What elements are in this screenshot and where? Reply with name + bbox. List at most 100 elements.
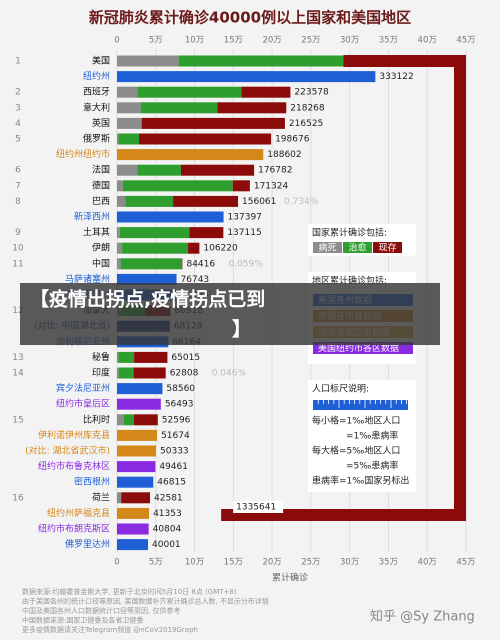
rank-label: 5 <box>15 135 21 145</box>
region-bar <box>117 383 163 395</box>
row-label: 纽约州萨福克县 <box>47 507 110 519</box>
bar-segment <box>117 195 126 207</box>
row-label: 纽约州 <box>83 70 110 82</box>
chart-title: 新冠肺炎累计确诊40000例以上国家和美国地区 <box>89 9 411 27</box>
legend-label: 患病率=1‰国家另标出 <box>312 475 409 487</box>
rank-label: 13 <box>12 353 23 363</box>
overlay-band <box>20 283 440 345</box>
bar-segment <box>117 227 120 239</box>
bar-segment <box>121 492 151 504</box>
bar-segment <box>189 227 224 239</box>
row-label: 印度 <box>92 367 110 379</box>
total-label: 56493 <box>165 400 194 410</box>
bar-segment <box>117 414 124 426</box>
total-label: 40001 <box>152 540 181 550</box>
legend-swatch <box>373 242 402 253</box>
region-bar <box>117 523 149 535</box>
bar-segment <box>140 102 218 114</box>
legend-label: 现存 <box>378 242 396 254</box>
x-axis-title: 累计确诊 <box>272 572 308 584</box>
row-label: 马萨诸塞州 <box>65 273 110 285</box>
x-tick-label: 15万 <box>224 558 243 568</box>
bar-segment <box>118 133 140 145</box>
row-label: 俄罗斯 <box>83 133 110 145</box>
row-label: 英国 <box>92 117 110 129</box>
row-label: 宾夕法尼亚州 <box>56 382 110 394</box>
total-label: 65015 <box>171 353 200 363</box>
x-tick-label: 40万 <box>418 36 437 46</box>
bar-segment <box>117 133 119 145</box>
rank-label: 10 <box>12 244 24 254</box>
bar-segment <box>117 86 138 98</box>
region-bar <box>117 429 158 441</box>
bar-segment <box>141 117 285 129</box>
x-tick-label: 45万 <box>456 558 475 568</box>
row-label: 土耳其 <box>83 226 110 238</box>
row-label: 纽约州纽约市 <box>56 148 110 160</box>
total-label: 62808 <box>170 369 199 379</box>
x-tick-label: 30万 <box>340 558 359 568</box>
total-label: 171324 <box>254 181 289 191</box>
bar-segment <box>137 164 181 176</box>
row-label: 西班牙 <box>83 86 110 98</box>
total-label: 188602 <box>267 150 301 160</box>
x-tick-label: 35万 <box>379 36 398 46</box>
x-tick-label: 10万 <box>185 558 204 568</box>
rank-label: 16 <box>12 493 24 503</box>
rate-label: 0.059% <box>228 259 263 269</box>
total-label: 40804 <box>153 525 182 535</box>
x-tick-label: 5万 <box>149 558 163 568</box>
bar-segment <box>125 195 174 207</box>
rank-label: 1 <box>15 57 21 67</box>
bar-segment <box>117 367 119 379</box>
total-label: 137397 <box>228 213 262 223</box>
total-label: 1335641 <box>236 503 276 513</box>
row-label: 纽约市布鲁克林区 <box>38 460 110 472</box>
total-label: 218268 <box>290 103 325 113</box>
total-label: 49461 <box>159 462 188 472</box>
legend-title: 国家累计确诊包括: <box>312 227 387 239</box>
total-label: 137115 <box>227 228 261 238</box>
bar-segment <box>117 117 142 129</box>
bar-segment <box>173 195 239 207</box>
total-label-bg <box>233 501 284 513</box>
total-label: 106220 <box>203 244 238 254</box>
row-label: 巴西 <box>92 196 110 207</box>
bar-segment <box>117 180 123 192</box>
x-tick-label: 10万 <box>185 36 204 46</box>
total-label: 333122 <box>379 72 413 82</box>
rank-label: 8 <box>15 197 21 207</box>
total-label: 198676 <box>275 135 310 145</box>
region-bar <box>117 539 149 551</box>
legend-label: 每小格=1‰地区人口 <box>312 415 400 427</box>
footer-line: 更多疫情数据请关注Telegram频道 @nCoV2019Graph <box>22 625 198 634</box>
x-tick-label: 0 <box>114 558 119 568</box>
total-label: 51674 <box>161 431 190 441</box>
bar-segment <box>133 367 166 379</box>
x-tick-label: 45万 <box>456 36 475 46</box>
bar-segment <box>117 258 121 270</box>
total-label: 52596 <box>162 415 191 425</box>
bar-segment <box>122 180 233 192</box>
rank-label: 3 <box>15 103 21 113</box>
rank-label: 7 <box>15 181 21 191</box>
region-bar <box>117 211 224 223</box>
rank-label: 9 <box>15 228 21 238</box>
region-bar <box>117 445 157 457</box>
total-label: 58560 <box>166 384 195 394</box>
x-tick-label: 20万 <box>262 558 281 568</box>
row-label: 密西根州 <box>74 476 110 488</box>
bar-segment <box>137 86 242 98</box>
region-bar <box>117 476 154 488</box>
bar-segment <box>118 351 135 363</box>
rank-label: 11 <box>12 259 23 269</box>
total-label: 156061 <box>242 197 276 207</box>
x-tick-label: 30万 <box>340 36 359 46</box>
bar-segment <box>180 164 255 176</box>
legend-label: 每大格=5‰地区人口 <box>312 445 400 457</box>
legend-swatch <box>313 242 342 253</box>
row-label: 新泽西州 <box>74 211 110 223</box>
region-bar <box>117 461 156 473</box>
bar-segment <box>117 164 138 176</box>
